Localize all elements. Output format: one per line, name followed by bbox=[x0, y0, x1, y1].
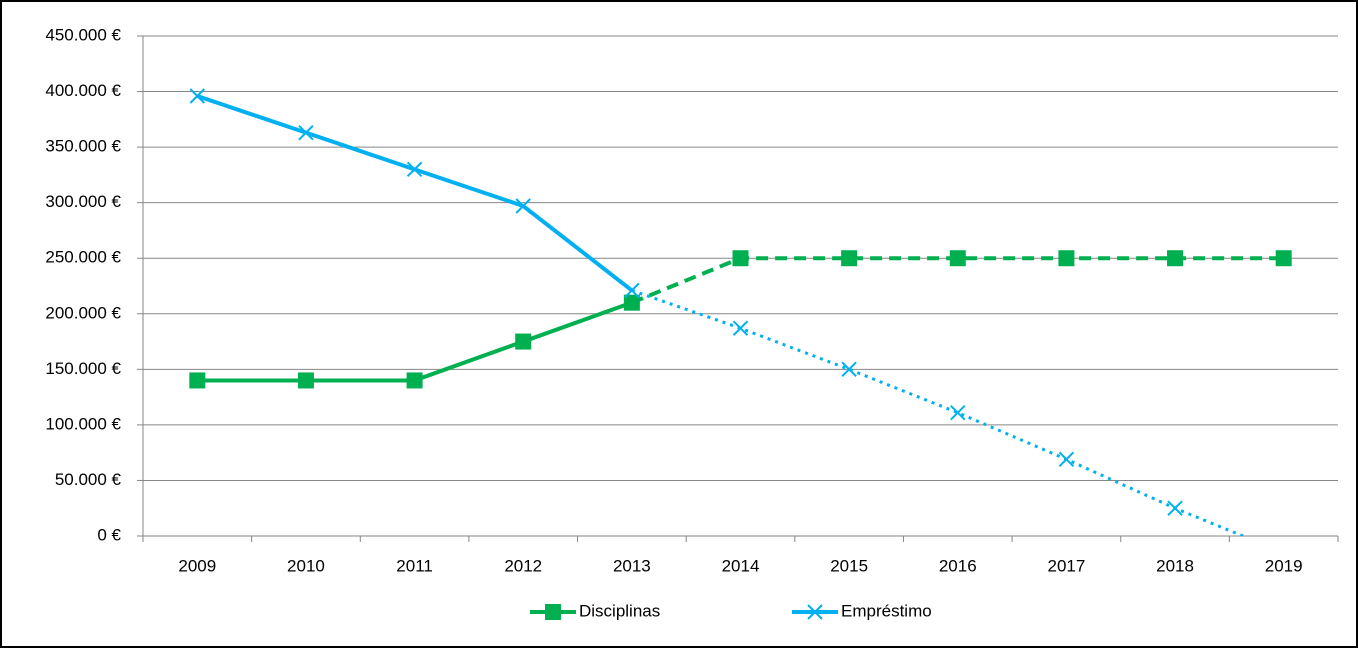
marker bbox=[1058, 250, 1075, 267]
x-tick-label: 2018 bbox=[1156, 556, 1194, 575]
y-tick-label: 50.000 € bbox=[55, 470, 122, 489]
x-tick-label: 2013 bbox=[613, 556, 651, 575]
marker bbox=[1275, 250, 1292, 267]
legend-label: Empréstimo bbox=[841, 601, 932, 620]
y-tick-label: 250.000 € bbox=[45, 248, 121, 267]
marker bbox=[624, 282, 640, 299]
marker bbox=[841, 250, 858, 267]
x-tick-label: 2014 bbox=[722, 556, 760, 575]
marker bbox=[623, 294, 640, 311]
marker bbox=[515, 333, 532, 350]
y-tick-label: 100.000 € bbox=[45, 414, 121, 433]
y-tick-label: 150.000 € bbox=[45, 359, 121, 378]
x-tick-label: 2010 bbox=[287, 556, 325, 575]
marker bbox=[189, 88, 206, 104]
legend-label: Disciplinas bbox=[579, 601, 660, 620]
x-tick-label: 2017 bbox=[1047, 556, 1085, 575]
x-tick-label: 2016 bbox=[939, 556, 977, 575]
marker bbox=[406, 161, 423, 178]
marker bbox=[189, 372, 206, 389]
marker bbox=[950, 404, 966, 421]
marker bbox=[515, 198, 531, 214]
legend-marker bbox=[545, 604, 561, 620]
y-tick-label: 300.000 € bbox=[45, 192, 121, 211]
y-tick-label: 200.000 € bbox=[45, 303, 121, 322]
marker bbox=[732, 250, 749, 267]
marker bbox=[949, 250, 966, 267]
marker bbox=[297, 372, 314, 389]
plot-area bbox=[189, 88, 1292, 536]
marker bbox=[1167, 250, 1184, 267]
x-tick-label: 2019 bbox=[1265, 556, 1303, 575]
x-tick-label: 2011 bbox=[396, 556, 433, 575]
y-tick-label: 0 € bbox=[97, 525, 121, 544]
y-tick-label: 450.000 € bbox=[45, 25, 121, 44]
marker bbox=[1058, 451, 1075, 468]
x-tick-label: 2009 bbox=[178, 556, 216, 575]
x-tick-label: 2012 bbox=[504, 556, 542, 575]
y-tick-label: 400.000 € bbox=[45, 81, 121, 100]
marker bbox=[298, 124, 314, 141]
marker bbox=[406, 372, 423, 389]
x-tick-label: 2015 bbox=[830, 556, 868, 575]
marker bbox=[732, 320, 749, 336]
marker bbox=[841, 361, 857, 378]
legend-marker bbox=[807, 604, 823, 620]
marker bbox=[1167, 500, 1183, 516]
y-tick-label: 350.000 € bbox=[45, 137, 121, 156]
